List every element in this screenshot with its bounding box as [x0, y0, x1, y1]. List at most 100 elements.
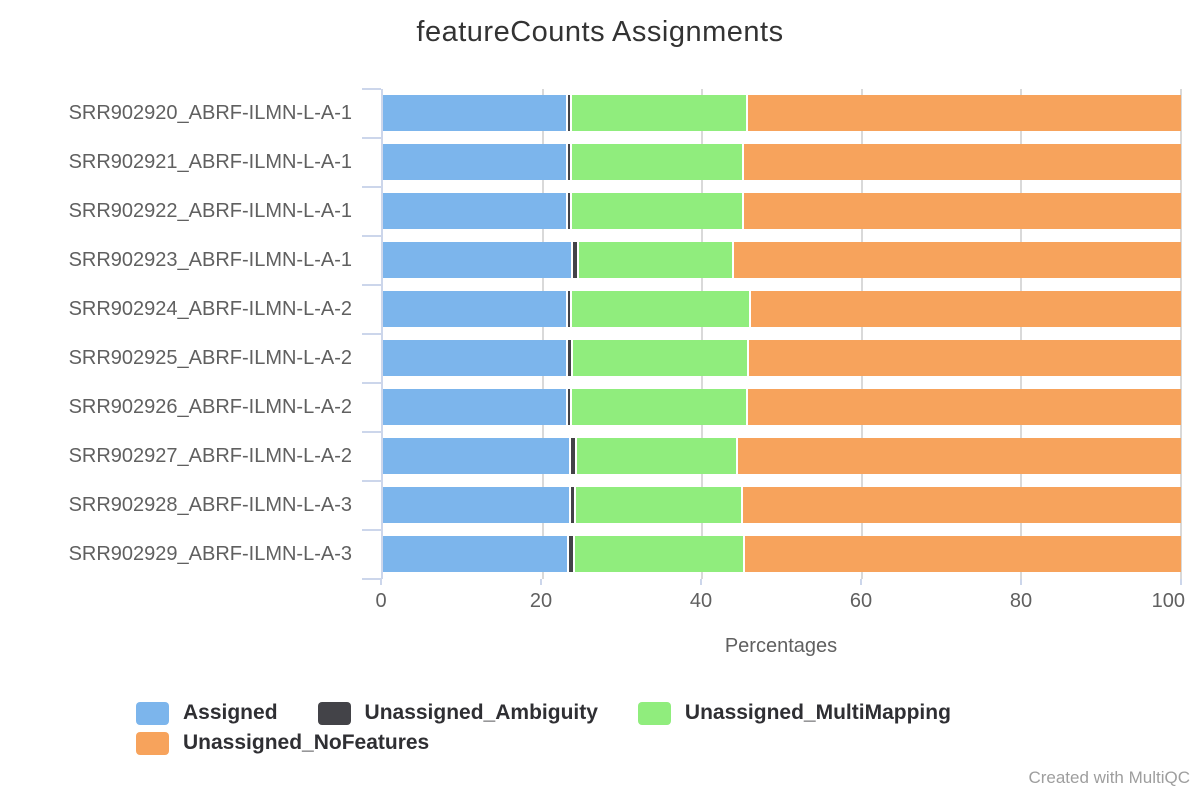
- legend-swatch: [136, 701, 169, 725]
- bar-segment-unassigned_nofeatures[interactable]: [744, 193, 1181, 229]
- y-axis-label: SRR902925_ABRF-ILMN-L-A-2: [68, 347, 352, 369]
- legend-item-assigned[interactable]: Assigned: [136, 701, 278, 725]
- bar-row: [383, 236, 1181, 285]
- bar-segment-unassigned_multimapping[interactable]: [572, 144, 744, 180]
- bar-segment-unassigned_multimapping[interactable]: [576, 438, 739, 474]
- y-axis-tick: [362, 333, 381, 335]
- bar-segment-unassigned_ambiguity[interactable]: [568, 193, 573, 229]
- bar-segment-assigned[interactable]: [383, 144, 569, 180]
- bar-segment-unassigned_nofeatures[interactable]: [743, 144, 1181, 180]
- legend-swatch: [136, 731, 169, 755]
- y-axis-label: SRR902928_ABRF-ILMN-L-A-3: [68, 494, 352, 516]
- stacked-bar: [383, 487, 1181, 523]
- y-axis-labels: SRR902920_ABRF-ILMN-L-A-1 SRR902921_ABRF-…: [0, 89, 352, 579]
- bar-segment-unassigned_ambiguity[interactable]: [571, 438, 577, 474]
- bar-segment-unassigned_ambiguity[interactable]: [568, 389, 573, 425]
- bar-segment-unassigned_multimapping[interactable]: [574, 536, 746, 572]
- y-axis-label: SRR902929_ABRF-ILMN-L-A-3: [68, 543, 352, 565]
- x-axis-tick: [700, 579, 702, 585]
- bar-row: [383, 334, 1181, 383]
- x-axis-tick-label: 80: [1009, 590, 1033, 612]
- y-axis-tick: [362, 578, 381, 580]
- bar-segment-unassigned_nofeatures[interactable]: [738, 438, 1181, 474]
- stacked-bar: [383, 438, 1181, 474]
- legend-item-label: Assigned: [183, 701, 278, 724]
- bar-row: [383, 89, 1181, 138]
- bar-segment-unassigned_multimapping[interactable]: [572, 193, 745, 229]
- bar-segment-unassigned_nofeatures[interactable]: [745, 536, 1181, 572]
- y-axis-label: SRR902921_ABRF-ILMN-L-A-1: [68, 151, 352, 173]
- bar-segment-assigned[interactable]: [383, 340, 569, 376]
- x-axis-tick: [540, 579, 542, 585]
- bar-row: [383, 285, 1181, 334]
- bar-segment-unassigned_multimapping[interactable]: [572, 389, 748, 425]
- stacked-bar: [383, 536, 1181, 572]
- bar-segment-assigned[interactable]: [383, 389, 569, 425]
- legend-item-unassigned_ambiguity[interactable]: Unassigned_Ambiguity: [317, 701, 598, 725]
- chart-title: featureCounts Assignments: [416, 16, 784, 48]
- bar-segment-assigned[interactable]: [383, 438, 572, 474]
- bar-segment-unassigned_nofeatures[interactable]: [749, 340, 1181, 376]
- y-axis-tick: [362, 480, 381, 482]
- bar-row: [383, 481, 1181, 530]
- plot-area: [381, 89, 1182, 579]
- y-axis-tick: [362, 186, 381, 188]
- stacked-bar: [383, 291, 1181, 327]
- x-axis-title: Percentages: [724, 635, 838, 657]
- bar-segment-unassigned_ambiguity[interactable]: [568, 291, 573, 327]
- x-axis-tick: [1180, 579, 1182, 585]
- gridline: [541, 89, 544, 579]
- bar-segment-unassigned_multimapping[interactable]: [572, 95, 749, 131]
- bar-segment-unassigned_nofeatures[interactable]: [734, 242, 1181, 278]
- legend: Assigned Unassigned_Ambiguity Unassigned_M…: [136, 701, 1116, 755]
- bar-segment-assigned[interactable]: [383, 193, 569, 229]
- bar-segment-assigned[interactable]: [383, 291, 569, 327]
- bar-segment-unassigned_ambiguity[interactable]: [572, 242, 579, 278]
- legend-item-unassigned_multimapping[interactable]: Unassigned_MultiMapping: [637, 701, 951, 725]
- bar-segment-unassigned_ambiguity[interactable]: [568, 95, 573, 131]
- stacked-bar: [383, 144, 1181, 180]
- bar-row: [383, 187, 1181, 236]
- bar-segment-unassigned_ambiguity[interactable]: [570, 487, 577, 523]
- bar-row: [383, 138, 1181, 187]
- x-axis-tick-label: 60: [849, 590, 873, 612]
- bar-segment-assigned[interactable]: [383, 95, 569, 131]
- y-axis-label: SRR902922_ABRF-ILMN-L-A-1: [68, 200, 352, 222]
- x-axis-tick-label: 0: [375, 590, 387, 612]
- bar-segment-assigned[interactable]: [383, 487, 571, 523]
- bar-segment-unassigned_ambiguity[interactable]: [568, 536, 575, 572]
- y-axis-tick: [362, 88, 381, 90]
- bar-segment-assigned[interactable]: [383, 242, 573, 278]
- bar-row: [383, 383, 1181, 432]
- bar-segment-unassigned_nofeatures[interactable]: [750, 291, 1181, 327]
- legend-item-label: Unassigned_Ambiguity: [364, 701, 598, 724]
- bar-segment-unassigned_ambiguity[interactable]: [568, 144, 573, 180]
- stacked-bar: [383, 95, 1181, 131]
- bar-segment-unassigned_ambiguity[interactable]: [568, 340, 573, 376]
- gridline: [701, 89, 704, 579]
- bar-segment-unassigned_multimapping[interactable]: [572, 340, 750, 376]
- y-axis-label: SRR902923_ABRF-ILMN-L-A-1: [68, 249, 352, 271]
- x-axis-tick: [860, 579, 862, 585]
- legend-item-unassigned_nofeatures[interactable]: Unassigned_NoFeatures: [136, 731, 429, 755]
- bar-segment-unassigned_nofeatures[interactable]: [747, 389, 1181, 425]
- bar-segment-assigned[interactable]: [383, 536, 569, 572]
- bar-segment-unassigned_multimapping[interactable]: [572, 291, 751, 327]
- watermark: Created with MultiQC: [1028, 768, 1190, 787]
- y-axis-tick: [362, 137, 381, 139]
- stacked-bar: [383, 340, 1181, 376]
- stacked-bar: [383, 193, 1181, 229]
- bar-row: [383, 432, 1181, 481]
- y-axis-tick: [362, 431, 381, 433]
- y-axis-tick: [362, 382, 381, 384]
- x-axis-tick: [380, 579, 382, 585]
- legend-item-label: Unassigned_NoFeatures: [183, 731, 430, 754]
- bar-segment-unassigned_nofeatures[interactable]: [748, 95, 1181, 131]
- legend-swatch: [637, 701, 671, 725]
- bar-segment-unassigned_multimapping[interactable]: [576, 487, 743, 523]
- gridline: [1020, 89, 1023, 579]
- bar-segment-unassigned_nofeatures[interactable]: [742, 487, 1181, 523]
- bar-segment-unassigned_multimapping[interactable]: [578, 242, 735, 278]
- y-axis-tick: [362, 235, 381, 237]
